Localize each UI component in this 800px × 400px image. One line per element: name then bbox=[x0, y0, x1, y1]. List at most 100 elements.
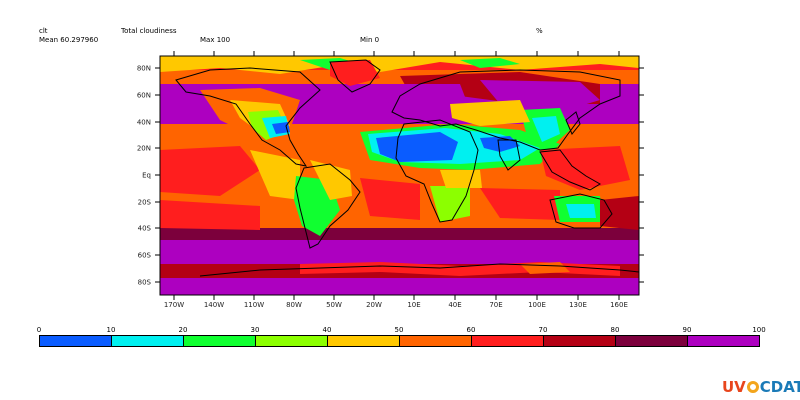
asia-yellow bbox=[450, 100, 530, 126]
lat-label: Eq bbox=[142, 172, 151, 180]
lon-tick-140W: 140W bbox=[204, 51, 224, 309]
lon-label: 170W bbox=[164, 301, 184, 309]
tropical-red-pacific bbox=[160, 146, 260, 196]
lon-tick-50W: 50W bbox=[326, 51, 342, 309]
lon-label: 80W bbox=[286, 301, 302, 309]
colorbar-swatch-50-60 bbox=[399, 335, 472, 347]
colorbar-swatch-40-50 bbox=[327, 335, 400, 347]
colorbar-swatch-20-30 bbox=[183, 335, 256, 347]
coast-greenland bbox=[329, 59, 381, 93]
lat-tick-40S: 40S bbox=[138, 225, 644, 233]
atlantic-red bbox=[360, 178, 420, 220]
lon-label: 20W bbox=[366, 301, 382, 309]
greenland-red bbox=[330, 60, 380, 86]
colorbar-label: 0 bbox=[36, 326, 42, 334]
lon-tick-160E: 160E bbox=[610, 51, 628, 309]
colorbar-label: 40 bbox=[322, 326, 332, 334]
colorbar-swatch-90-100 bbox=[687, 335, 760, 347]
coastlines bbox=[175, 59, 639, 277]
colorbar-swatch-80-90 bbox=[615, 335, 688, 347]
lat-label: 80S bbox=[138, 279, 152, 287]
lon-tick-170W: 170W bbox=[164, 51, 184, 309]
arctic-yellow bbox=[160, 56, 639, 74]
coast-africa bbox=[395, 119, 479, 223]
uvcdat-logo: UV CDAT bbox=[722, 378, 800, 396]
longitude-axis: 170W 140W 110W 80W 50W 20W 10E 40E 70E 1… bbox=[164, 51, 628, 309]
latitude-axis: 80N 60N 40N 20N Eq 20S 40S 60S bbox=[137, 65, 644, 287]
colorbar-label: 30 bbox=[250, 326, 260, 334]
band-southern-edge bbox=[160, 228, 639, 240]
lon-tick-70E: 70E bbox=[489, 51, 503, 309]
lat-label: 60S bbox=[138, 252, 152, 260]
lon-tick-10E: 10E bbox=[407, 51, 421, 309]
lon-label: 50W bbox=[326, 301, 342, 309]
coast-japan bbox=[565, 111, 581, 135]
colorbar-label: 20 bbox=[178, 326, 188, 334]
coast-southeast-asia bbox=[539, 149, 601, 191]
coast-india bbox=[497, 139, 521, 171]
lon-label: 130E bbox=[569, 301, 587, 309]
colorbar-label: 10 bbox=[106, 326, 116, 334]
min-label: Min 0 bbox=[360, 36, 380, 44]
colorbar-label: 60 bbox=[466, 326, 476, 334]
lat-label: 20S bbox=[138, 199, 152, 207]
lat-label: 80N bbox=[137, 65, 151, 73]
max-label: Max 100 bbox=[200, 36, 231, 44]
lat-tick-40N: 40N bbox=[137, 119, 644, 127]
lat-tick-60S: 60S bbox=[138, 252, 644, 260]
lon-label: 160E bbox=[610, 301, 628, 309]
lat-tick-60N: 60N bbox=[137, 92, 644, 100]
south-pacific-darkred bbox=[600, 196, 639, 230]
lon-tick-80W: 80W bbox=[286, 51, 302, 309]
europe-purple bbox=[380, 84, 470, 118]
plot-title: Total cloudiness bbox=[121, 27, 177, 35]
lat-label: 20N bbox=[137, 145, 151, 153]
maritime-continent-red bbox=[540, 146, 630, 190]
lat-tick-eq: Eq bbox=[142, 172, 644, 180]
colorbar-label: 50 bbox=[394, 326, 404, 334]
indian-ocean-red bbox=[480, 188, 560, 220]
lon-tick-100E: 100E bbox=[528, 51, 546, 309]
colorbar-label: 80 bbox=[610, 326, 620, 334]
asia-cyan bbox=[532, 116, 560, 142]
australia-cyan bbox=[566, 204, 596, 218]
lat-label: 40N bbox=[137, 119, 151, 127]
coast-europe-asia bbox=[391, 69, 621, 151]
colorbar-swatch-30-40 bbox=[255, 335, 328, 347]
lon-tick-20W: 20W bbox=[366, 51, 382, 309]
colorbar-label: 70 bbox=[538, 326, 548, 334]
coast-antarctica bbox=[199, 263, 639, 277]
band-south-pole bbox=[160, 280, 639, 295]
lon-tick-130E: 130E bbox=[569, 51, 587, 309]
lat-tick-20N: 20N bbox=[137, 145, 644, 153]
mean-label: Mean 60.297960 bbox=[39, 36, 99, 44]
arctic-green bbox=[300, 58, 520, 70]
coast-australia bbox=[549, 193, 613, 229]
units-label: % bbox=[536, 27, 543, 35]
north-america-blue bbox=[272, 122, 290, 134]
colorbar-swatch-10-20 bbox=[111, 335, 184, 347]
lon-tick-40E: 40E bbox=[448, 51, 462, 309]
coast-south-america bbox=[295, 163, 361, 249]
tropical-yellow-pacific bbox=[250, 150, 300, 200]
lon-label: 70E bbox=[489, 301, 502, 309]
lon-label: 140W bbox=[204, 301, 224, 309]
colorbar-swatch-60-70 bbox=[471, 335, 544, 347]
colorbar-label: 90 bbox=[682, 326, 692, 334]
lat-label: 60N bbox=[137, 92, 151, 100]
south-america-yellow bbox=[310, 160, 352, 200]
lon-label: 10E bbox=[407, 301, 420, 309]
colorbar-label: 100 bbox=[752, 326, 766, 334]
colorbar-swatch-0-10 bbox=[39, 335, 112, 347]
variable-name: clt bbox=[39, 27, 48, 35]
africa-green bbox=[430, 186, 470, 222]
lat-tick-80S: 80S bbox=[138, 279, 644, 287]
lat-label: 40S bbox=[138, 225, 152, 233]
lon-label: 40E bbox=[448, 301, 461, 309]
lon-label: 110W bbox=[244, 301, 264, 309]
south-pacific-red bbox=[160, 200, 260, 230]
colorbar-swatch-70-80 bbox=[543, 335, 616, 347]
logo-right-text: CDAT bbox=[759, 378, 800, 396]
logo-ring-icon bbox=[746, 381, 759, 393]
